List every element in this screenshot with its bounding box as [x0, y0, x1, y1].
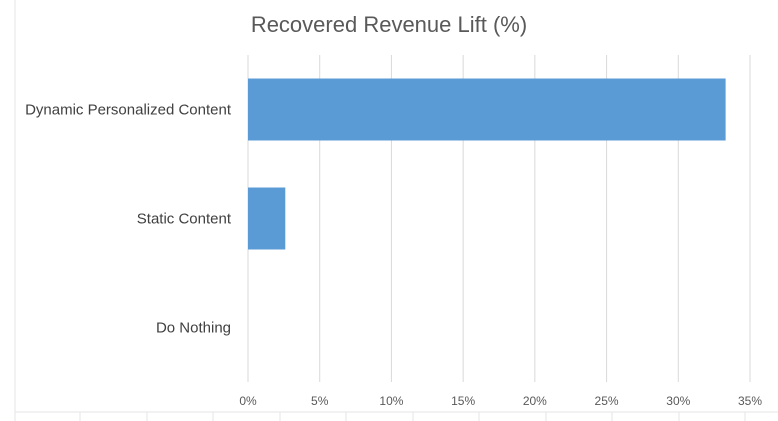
bar-1: [248, 187, 286, 250]
category-label-1: Static Content: [137, 211, 232, 228]
x-tick-label-3: 15%: [451, 394, 475, 408]
x-tick-label-0: 0%: [239, 394, 257, 408]
x-tick-label-5: 25%: [595, 394, 619, 408]
x-tick-label-1: 5%: [311, 394, 329, 408]
category-label-0: Dynamic Personalized Content: [25, 102, 232, 119]
x-tick-label-6: 30%: [666, 394, 690, 408]
category-label-2: Do Nothing: [156, 320, 231, 337]
x-tick-label-7: 35%: [738, 394, 762, 408]
x-tick-label-4: 20%: [523, 394, 547, 408]
x-tick-label-2: 10%: [379, 394, 403, 408]
chart-title: Recovered Revenue Lift (%): [250, 12, 528, 37]
bar-0: [248, 78, 726, 141]
